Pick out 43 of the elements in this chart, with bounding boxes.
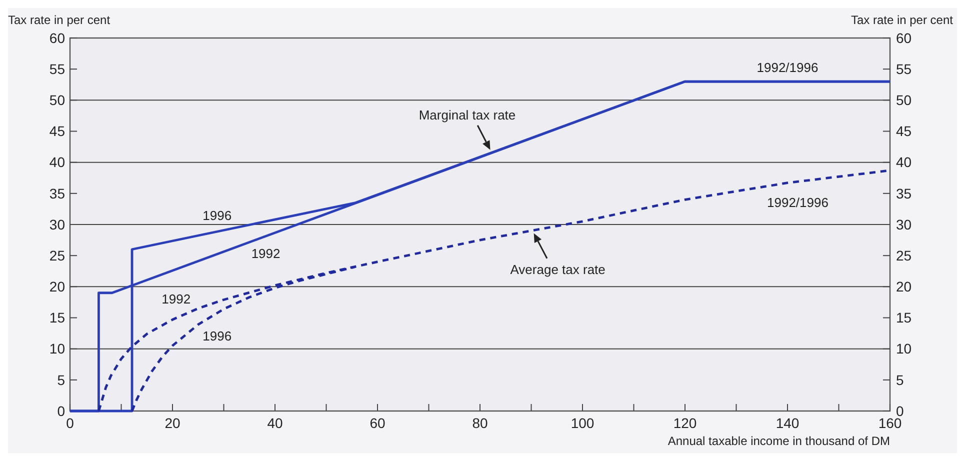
y-tick-label: 40 xyxy=(49,154,66,170)
x-tick-label: 60 xyxy=(370,415,386,431)
y-axis-title: Tax rate in per cent xyxy=(8,13,111,27)
annotation: 1992 xyxy=(251,246,280,261)
y2-tick-label: 20 xyxy=(896,278,912,295)
y2-tick-label: 60 xyxy=(896,30,912,46)
x-tick-label: 140 xyxy=(776,415,800,431)
y-tick-label: 10 xyxy=(49,340,66,357)
annotation: 1992 xyxy=(162,291,191,306)
y-tick-label: 55 xyxy=(49,60,66,77)
y2-tick-label: 45 xyxy=(896,123,912,140)
x-tick-label: 40 xyxy=(267,415,283,431)
y2-tick-label: 35 xyxy=(896,185,912,202)
annotation: 1992/1996 xyxy=(767,194,828,210)
x-tick-label: 20 xyxy=(164,415,180,431)
y2-tick-label: 55 xyxy=(896,60,912,77)
y-tick-label: 15 xyxy=(49,310,66,326)
annotation: Average tax rate xyxy=(510,262,606,277)
annotation: 1992/1996 xyxy=(756,60,818,76)
y2-axis-title: Tax rate in per cent xyxy=(850,13,954,27)
x-tick-label: 80 xyxy=(472,415,488,431)
y-tick-label: 0 xyxy=(57,402,66,419)
y2-tick-label: 40 xyxy=(896,154,912,170)
annotation: 1996 xyxy=(202,328,232,344)
y-tick-label: 60 xyxy=(49,30,66,46)
x-axis-title: Annual taxable income in thousand of DM xyxy=(668,434,890,448)
y2-tick-label: 5 xyxy=(896,372,904,388)
y-tick-label: 50 xyxy=(49,92,66,108)
annotation: Marginal tax rate xyxy=(418,107,516,122)
x-tick-label: 100 xyxy=(570,415,594,431)
y2-tick-label: 10 xyxy=(896,340,912,357)
y-tick-label: 5 xyxy=(57,372,66,388)
y2-tick-label: 50 xyxy=(896,92,912,108)
y-tick-label: 45 xyxy=(49,123,66,140)
y2-tick-label: 15 xyxy=(896,310,912,326)
y-tick-label: 30 xyxy=(49,216,66,232)
y-tick-label: 20 xyxy=(49,278,66,295)
y-tick-label: 25 xyxy=(49,247,66,264)
y-tick-label: 35 xyxy=(49,185,66,202)
x-tick-label: 120 xyxy=(673,415,697,431)
y2-tick-label: 30 xyxy=(896,216,912,232)
annotation: 1996 xyxy=(202,208,232,223)
y2-tick-label: 25 xyxy=(896,247,912,264)
